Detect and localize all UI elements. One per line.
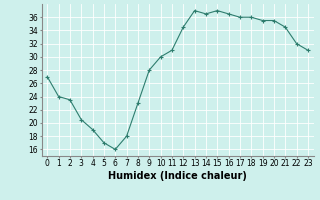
X-axis label: Humidex (Indice chaleur): Humidex (Indice chaleur) (108, 171, 247, 181)
